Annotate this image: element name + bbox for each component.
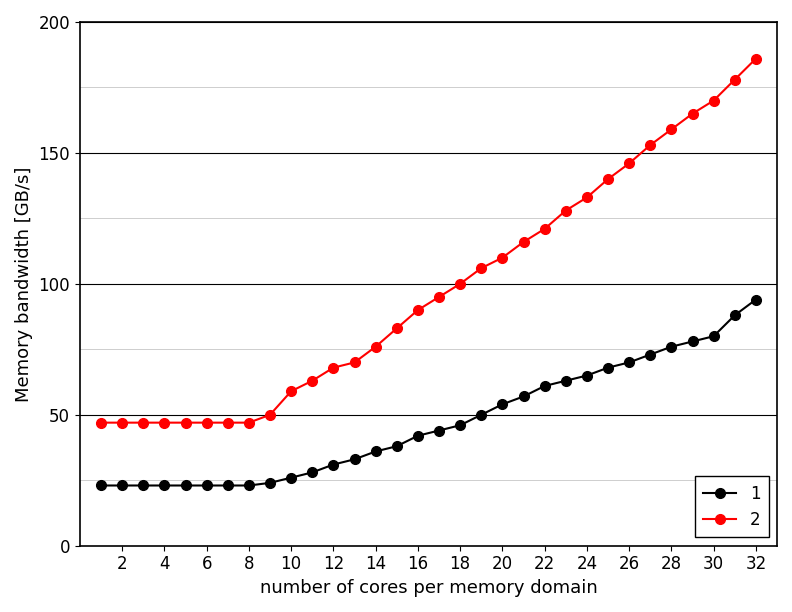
1 [687,338,697,345]
1 [540,382,550,390]
2 [139,419,148,427]
Legend: 1, 2: 1, 2 [695,476,769,537]
2 [413,307,423,314]
2 [477,264,486,272]
1 [223,482,233,489]
Line: 2: 2 [96,54,761,428]
1 [265,479,275,487]
1 [97,482,106,489]
1 [371,448,380,455]
2 [751,55,760,62]
2 [117,419,127,427]
2 [434,293,444,300]
1 [751,296,760,303]
2 [244,419,253,427]
2 [561,207,570,214]
1 [667,343,676,351]
1 [561,377,570,384]
1 [181,482,190,489]
1 [709,332,718,340]
1 [117,482,127,489]
2 [604,176,613,183]
2 [307,377,317,384]
2 [645,141,655,149]
1 [139,482,148,489]
2 [582,194,592,201]
2 [667,125,676,133]
1 [604,364,613,371]
1 [202,482,211,489]
2 [223,419,233,427]
Line: 1: 1 [96,295,761,490]
X-axis label: number of cores per memory domain: number of cores per memory domain [260,579,597,597]
2 [497,254,507,261]
1 [434,427,444,434]
2 [181,419,190,427]
Y-axis label: Memory bandwidth [GB/s]: Memory bandwidth [GB/s] [15,166,33,401]
2 [392,325,402,332]
2 [709,97,718,104]
1 [307,469,317,476]
2 [730,76,740,83]
1 [455,422,465,429]
2 [329,364,338,371]
2 [455,280,465,288]
1 [730,312,740,319]
2 [687,110,697,118]
2 [202,419,211,427]
2 [287,387,296,395]
2 [519,238,528,245]
2 [350,359,360,366]
2 [265,411,275,419]
2 [540,225,550,233]
1 [329,461,338,468]
1 [160,482,169,489]
1 [477,411,486,419]
1 [582,372,592,379]
2 [160,419,169,427]
1 [392,442,402,450]
2 [97,419,106,427]
1 [497,401,507,408]
1 [350,456,360,463]
1 [645,351,655,358]
2 [371,343,380,351]
1 [244,482,253,489]
1 [413,432,423,439]
1 [287,474,296,481]
1 [624,359,634,366]
1 [519,393,528,400]
2 [624,160,634,167]
